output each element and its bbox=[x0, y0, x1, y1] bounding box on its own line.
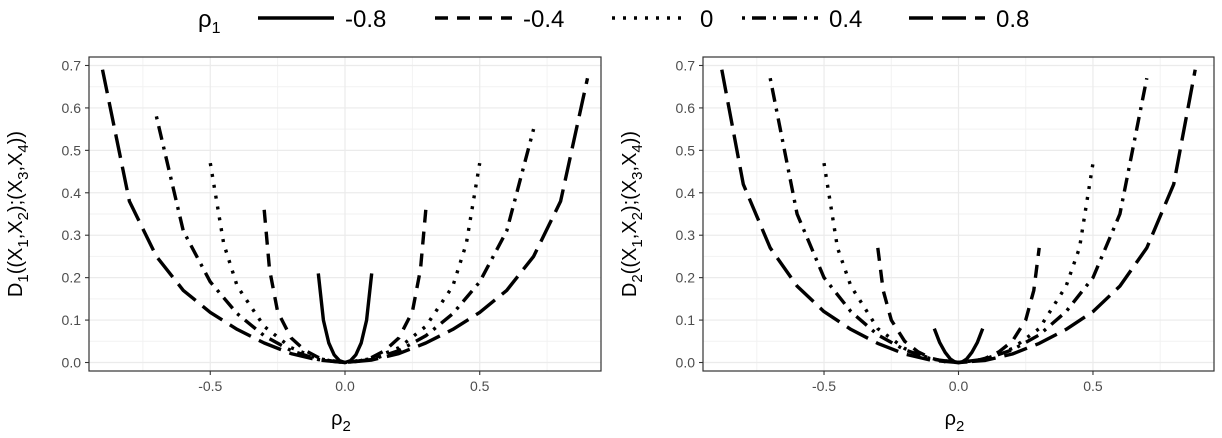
x-tick-label: -0.5 bbox=[198, 378, 222, 394]
y-tick-label: 0.6 bbox=[62, 100, 82, 116]
x-axis-title-symbol: ρ bbox=[945, 408, 956, 430]
y-tick-label: 0.6 bbox=[676, 100, 696, 116]
y-tick-label: 0.0 bbox=[676, 355, 696, 371]
x-tick-label: 0.5 bbox=[1083, 378, 1103, 394]
x-tick-label: 0.0 bbox=[335, 378, 355, 394]
y-axis-title-text: ,X bbox=[619, 220, 641, 239]
y-tick-label: 0.4 bbox=[676, 185, 696, 201]
y-axis-title-subscript: 2 bbox=[629, 212, 646, 220]
y-axis-title-text: ((X bbox=[5, 248, 27, 275]
y-axis-title-subscript: 4 bbox=[629, 144, 646, 152]
y-axis-title-subscript: 3 bbox=[629, 171, 646, 179]
y-tick-label: 0.3 bbox=[676, 227, 696, 243]
series-line-rho1--0.4 bbox=[262, 209, 428, 365]
x-axis-title-subscript: 2 bbox=[956, 418, 964, 435]
x-tick-label: -0.5 bbox=[812, 378, 836, 394]
y-tick-label: 0.0 bbox=[62, 355, 82, 371]
legend-title: ρ1 bbox=[198, 6, 221, 37]
y-axis-title-subscript: 3 bbox=[15, 171, 32, 179]
series-line-rho1-0.4 bbox=[154, 116, 536, 365]
x-axis-title: ρ2 bbox=[945, 408, 965, 435]
y-axis-title-text: ,X bbox=[5, 220, 27, 239]
y-tick-label: 0.7 bbox=[676, 57, 696, 73]
y-tick-label: 0.2 bbox=[62, 270, 82, 286]
y-axis-title-text: )) bbox=[5, 131, 27, 144]
y-tick-label: 0.5 bbox=[676, 142, 696, 158]
y-axis-title-text: );(X bbox=[619, 180, 641, 212]
y-axis-title-subscript: 1 bbox=[629, 239, 646, 247]
y-axis-title-subscript: 2 bbox=[629, 274, 646, 282]
y-axis-title-text: )) bbox=[619, 131, 641, 144]
y-axis-title-text: ((X bbox=[619, 248, 641, 275]
x-axis-title: ρ2 bbox=[331, 408, 351, 435]
legend-label-3: 0 bbox=[700, 6, 713, 33]
y-axis-title-text: ,X bbox=[619, 153, 641, 172]
y-axis-title-text: D bbox=[619, 283, 641, 297]
y-axis-title-text: D bbox=[5, 283, 27, 297]
panel-1: 0.00.10.20.30.40.50.60.7-0.5 0.0 0.5ρ2D1((… bbox=[5, 56, 602, 435]
y-tick-label: 0.7 bbox=[62, 57, 82, 73]
y-axis-title-subscript: 2 bbox=[15, 212, 32, 220]
y-axis-title-text: ,X bbox=[5, 153, 27, 172]
legend-label-5: 0.8 bbox=[996, 6, 1029, 33]
legend-title-symbol: ρ bbox=[198, 6, 212, 33]
x-tick-label: 0.0 bbox=[949, 378, 969, 394]
legend: ρ1 -0.8 -0.4 0 0.4 0.8 bbox=[198, 6, 1029, 37]
y-tick-label: 0.1 bbox=[676, 312, 696, 328]
series-line-rho1-0.8 bbox=[100, 69, 590, 365]
legend-label-2: -0.4 bbox=[523, 6, 564, 33]
legend-title-subscript: 1 bbox=[212, 20, 221, 37]
y-axis-title-subscript: 1 bbox=[15, 274, 32, 282]
x-axis-title-symbol: ρ bbox=[331, 408, 342, 430]
y-tick-label: 0.2 bbox=[676, 270, 696, 286]
y-tick-label: 0.3 bbox=[62, 227, 82, 243]
y-tick-label: 0.4 bbox=[62, 185, 82, 201]
y-tick-label: 0.1 bbox=[62, 312, 82, 328]
y-axis-title: D1((X1,X2);(X3,X4)) bbox=[5, 131, 32, 297]
x-tick-label: 0.5 bbox=[470, 378, 490, 394]
y-axis-title-subscript: 4 bbox=[15, 144, 32, 152]
legend-label-4: 0.4 bbox=[829, 6, 862, 33]
y-axis-title-subscript: 1 bbox=[15, 239, 32, 247]
series-line-rho1-0.8 bbox=[720, 69, 1197, 365]
legend-label-1: -0.8 bbox=[345, 6, 386, 33]
y-tick-label: 0.5 bbox=[62, 142, 82, 158]
y-axis-title-text: );(X bbox=[5, 180, 27, 212]
panel-2: 0.00.10.20.30.40.50.60.7-0.5 0.0 0.5ρ2D2((… bbox=[619, 56, 1215, 435]
x-axis-title-subscript: 2 bbox=[343, 418, 351, 435]
y-axis-title: D2((X1,X2);(X3,X4)) bbox=[619, 131, 646, 297]
